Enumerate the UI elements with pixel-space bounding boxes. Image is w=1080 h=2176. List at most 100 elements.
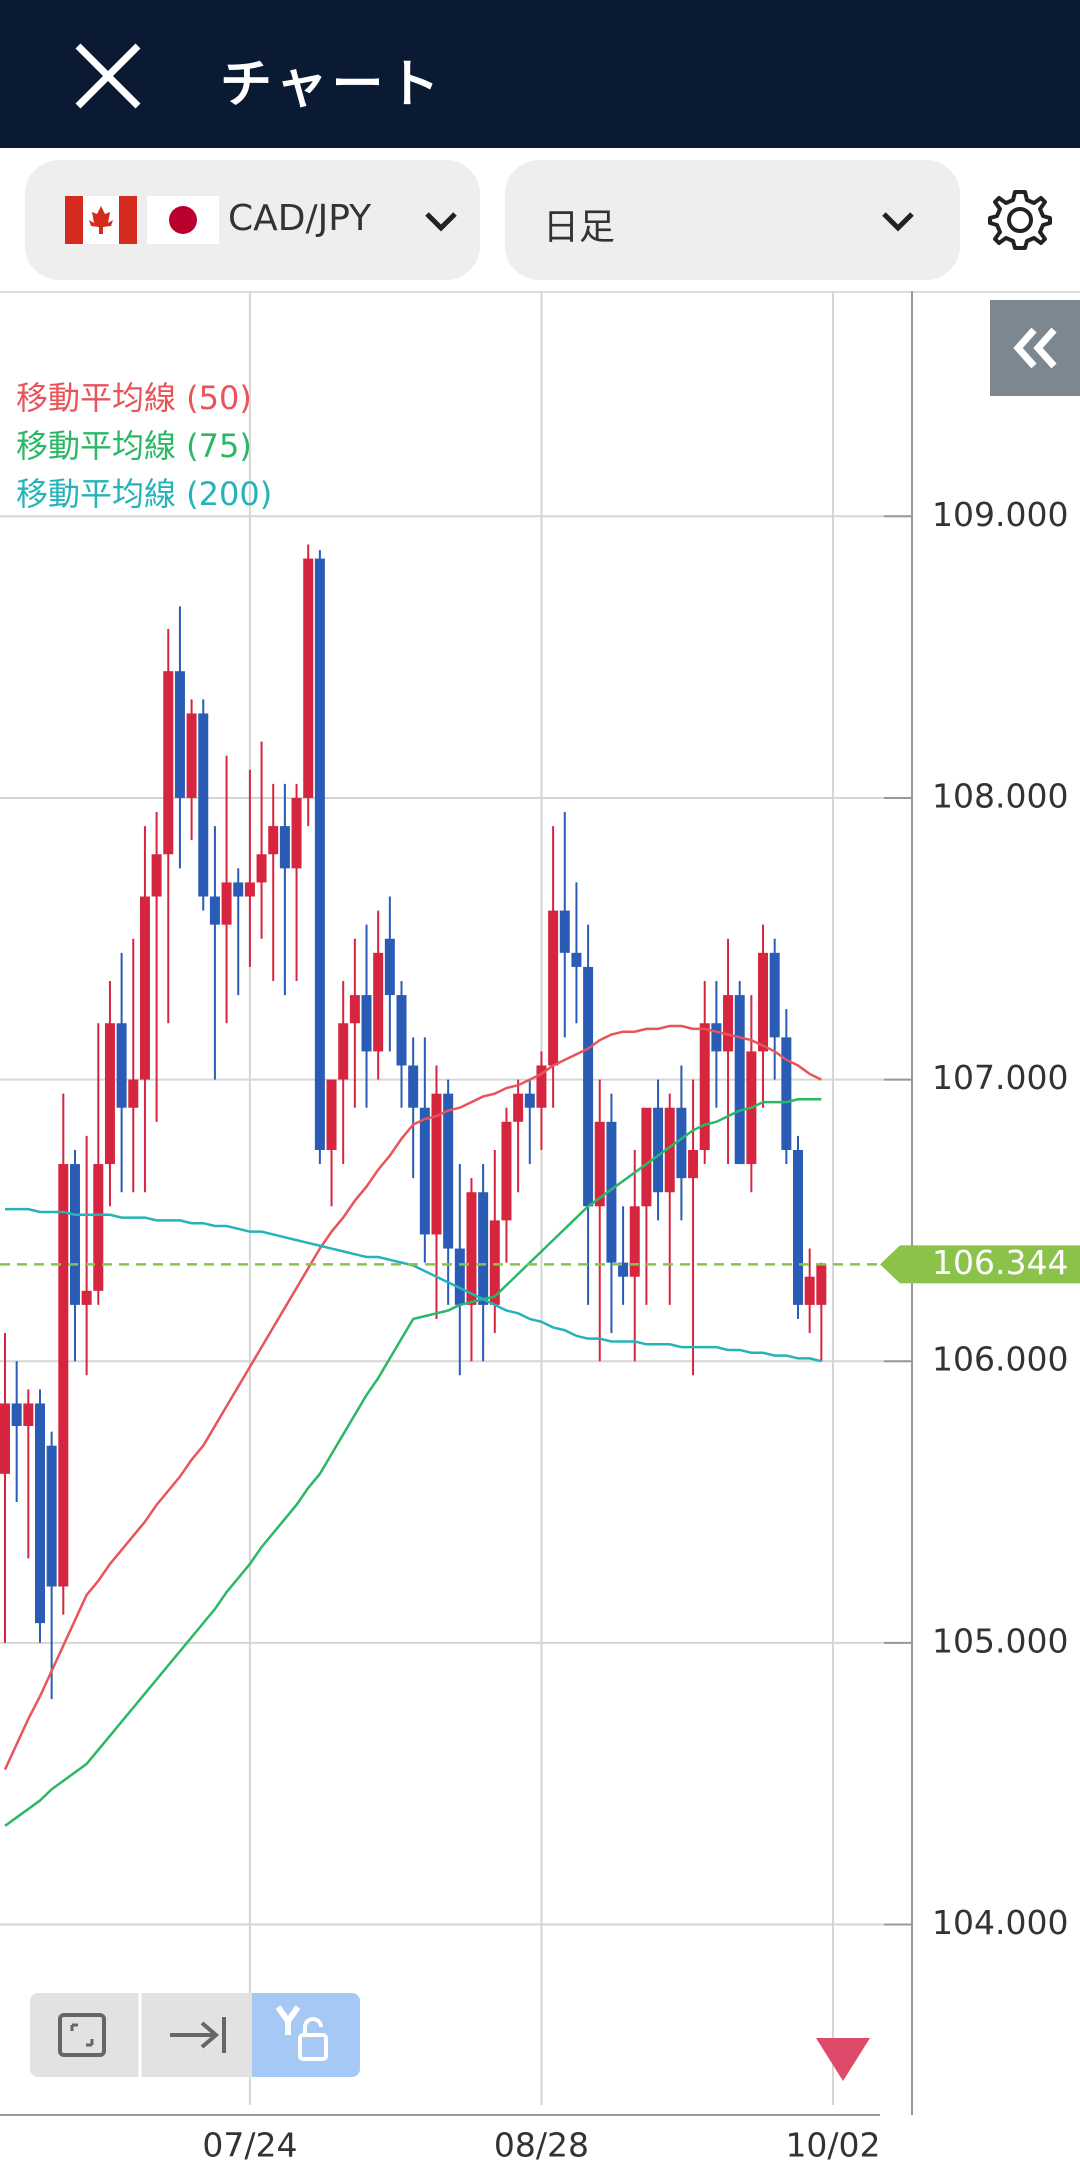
pair-selector[interactable]: CAD/JPY bbox=[25, 160, 480, 280]
chevrons bbox=[1013, 327, 1057, 369]
candle-body bbox=[513, 1093, 524, 1122]
candle-body bbox=[664, 1107, 675, 1193]
candle-body bbox=[198, 713, 209, 897]
moving-average-line bbox=[5, 1207, 822, 1363]
x-tick-label: 08/28 bbox=[494, 2126, 589, 2165]
candle-body bbox=[536, 1065, 547, 1108]
candle-body bbox=[326, 1079, 337, 1150]
settings-button[interactable] bbox=[988, 188, 1052, 252]
candle-body bbox=[314, 558, 325, 1150]
candle-body bbox=[163, 671, 174, 855]
candle-body bbox=[361, 995, 372, 1052]
chart-tools bbox=[30, 1993, 360, 2077]
candle-body bbox=[116, 1023, 127, 1108]
flags bbox=[65, 196, 219, 244]
x-tick-label: 10/02 bbox=[785, 2126, 880, 2165]
candle-body bbox=[244, 882, 255, 897]
y-tick-label: 104.000 bbox=[932, 1903, 1068, 1942]
candle-body bbox=[0, 1403, 10, 1474]
candle-body bbox=[93, 1164, 104, 1291]
candle-body bbox=[501, 1121, 512, 1221]
timeframe-label: 日足 bbox=[543, 207, 616, 248]
candle-body bbox=[384, 938, 395, 996]
fit-button[interactable] bbox=[58, 2013, 106, 2057]
candle-body bbox=[443, 1093, 454, 1249]
candle-body bbox=[256, 854, 267, 883]
candle-body bbox=[291, 797, 302, 869]
timeframe-selector[interactable]: 日足 bbox=[505, 160, 960, 280]
candle-body bbox=[69, 1164, 80, 1305]
candle-body bbox=[303, 558, 314, 798]
candle-body bbox=[793, 1149, 804, 1305]
y-lock-button[interactable] bbox=[275, 2005, 328, 2061]
moving-average-line bbox=[4, 1098, 822, 1827]
pair-label: CAD/JPY bbox=[228, 198, 372, 239]
candle-body bbox=[279, 826, 290, 869]
candle-body bbox=[734, 995, 745, 1165]
candle-body bbox=[338, 1023, 349, 1080]
y-tick-label: 106.000 bbox=[932, 1340, 1068, 1379]
candle-body bbox=[23, 1403, 34, 1426]
candle-body bbox=[466, 1192, 477, 1305]
candle-body bbox=[478, 1192, 489, 1305]
y-tick-label: 108.000 bbox=[932, 776, 1068, 815]
candle-body bbox=[128, 1079, 139, 1108]
candle-body bbox=[606, 1121, 617, 1263]
x-tick-label: 07/24 bbox=[202, 2126, 297, 2165]
candle-body bbox=[11, 1403, 22, 1426]
candle-body bbox=[81, 1290, 92, 1305]
candle-body bbox=[419, 1107, 430, 1235]
legend-entry: 移動平均線 (50) bbox=[16, 379, 252, 417]
candle-body bbox=[151, 854, 162, 897]
chart: 104.000 105.000 106.000 107.000 108.000 109.0… bbox=[0, 291, 1080, 2165]
candle-body bbox=[408, 1065, 419, 1108]
candle-body bbox=[373, 952, 384, 1052]
candle-body bbox=[46, 1445, 57, 1587]
candle-body bbox=[104, 1023, 115, 1165]
candle-body bbox=[268, 826, 279, 855]
candle-body bbox=[723, 995, 734, 1052]
candle-body bbox=[804, 1276, 815, 1305]
current-price-label: 106.344 bbox=[932, 1243, 1068, 1282]
latest-button[interactable] bbox=[170, 2017, 226, 2053]
candle-body bbox=[594, 1121, 605, 1207]
candle-body bbox=[758, 952, 769, 1052]
candle-body bbox=[548, 910, 559, 1066]
candle-body bbox=[559, 910, 570, 953]
tool-icons bbox=[58, 1993, 360, 2077]
current-price-tag bbox=[880, 1245, 1080, 1284]
y-tick-label: 105.000 bbox=[932, 1621, 1068, 1660]
candle-body bbox=[349, 995, 360, 1024]
y-tick-label: 107.000 bbox=[932, 1058, 1068, 1097]
candle-body bbox=[58, 1164, 69, 1587]
candle-body bbox=[641, 1107, 652, 1207]
candle-body bbox=[174, 671, 185, 798]
candle-body bbox=[629, 1206, 640, 1277]
candle-body bbox=[653, 1107, 664, 1193]
close-button[interactable] bbox=[68, 36, 148, 116]
collapse-button[interactable] bbox=[990, 300, 1080, 396]
header-bar: チャート bbox=[0, 0, 1080, 148]
candle-body bbox=[781, 1037, 792, 1150]
y-tick-label: 109.000 bbox=[932, 495, 1068, 534]
legend-entry: 移動平均線 (75) bbox=[16, 427, 252, 465]
candle-body bbox=[489, 1220, 500, 1305]
moving-average-line bbox=[3, 1024, 822, 1771]
candle-body bbox=[233, 882, 244, 897]
candle-body bbox=[139, 896, 150, 1080]
alert-marker bbox=[816, 2038, 870, 2081]
dropdown-arrow bbox=[425, 212, 457, 232]
candle-body bbox=[688, 1149, 699, 1179]
candle-body bbox=[396, 995, 407, 1066]
candle-body bbox=[571, 952, 582, 967]
legend-entry: 移動平均線 (200) bbox=[16, 475, 272, 513]
candle-body bbox=[34, 1403, 45, 1624]
candle-body bbox=[618, 1262, 629, 1277]
candle-body bbox=[221, 882, 232, 925]
candle-body bbox=[186, 713, 197, 798]
candle-body bbox=[711, 1023, 722, 1052]
candle-body bbox=[676, 1107, 687, 1179]
candle-body bbox=[431, 1093, 442, 1235]
candle-body bbox=[454, 1248, 465, 1305]
